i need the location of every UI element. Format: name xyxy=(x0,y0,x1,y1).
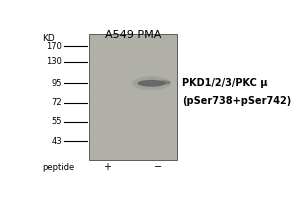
Ellipse shape xyxy=(137,80,165,87)
Text: 170: 170 xyxy=(46,42,62,51)
Text: A549 PMA: A549 PMA xyxy=(105,30,161,40)
Text: −: − xyxy=(154,162,163,172)
Text: 130: 130 xyxy=(46,57,62,66)
Text: KD: KD xyxy=(42,34,55,43)
Text: PKD1/2/3/PKC μ: PKD1/2/3/PKC μ xyxy=(182,78,267,88)
Text: peptide: peptide xyxy=(42,163,74,172)
Ellipse shape xyxy=(132,76,171,90)
Bar xyxy=(89,34,177,160)
Text: 72: 72 xyxy=(51,98,62,107)
Text: 43: 43 xyxy=(51,137,62,146)
Ellipse shape xyxy=(158,80,170,85)
Text: 95: 95 xyxy=(51,79,62,88)
Text: (pSer738+pSer742): (pSer738+pSer742) xyxy=(182,96,291,106)
Text: +: + xyxy=(103,162,111,172)
Text: 55: 55 xyxy=(51,117,62,126)
